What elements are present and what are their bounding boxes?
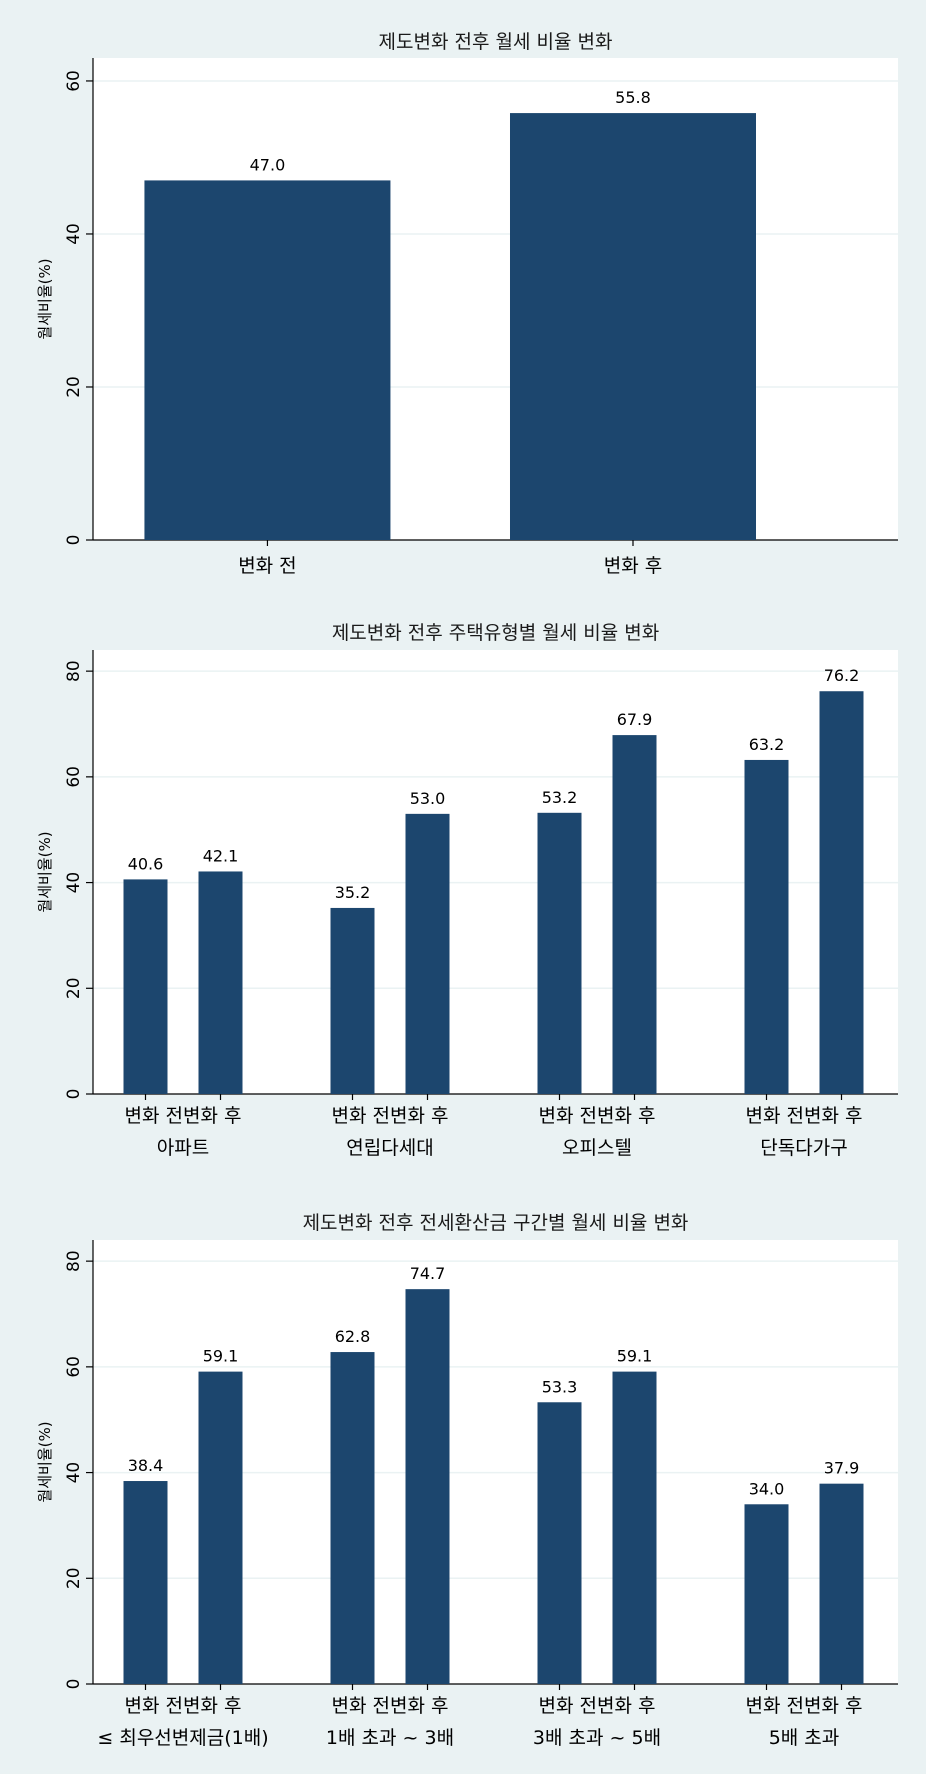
chart-title: 제도변화 전후 전세환산금 구간별 월세 비율 변화 [303, 1212, 689, 1234]
x-tick-label: 변화 후 [183, 1105, 241, 1127]
chart-title: 제도변화 전후 월세 비율 변화 [379, 31, 613, 53]
y-tick-label: 40 [64, 872, 84, 894]
group-label: ≤ 최우선변제금(1배) [97, 1727, 268, 1749]
y-tick-label: 60 [64, 1356, 84, 1378]
bar-value-label: 38.4 [128, 1456, 164, 1475]
y-axis-label: 월세비율(%) [36, 258, 54, 339]
x-tick-label: 변화 전 [539, 1695, 597, 1717]
group-label: 연립다세대 [346, 1137, 433, 1159]
chart-panel-3: 0 20 40 60 80 월세비율(%) 제도변화 전후 전세환산금 구간별 월세 비율 … [36, 1212, 898, 1749]
bar-value-label: 62.8 [335, 1327, 371, 1346]
bar-value-label: 35.2 [335, 883, 371, 902]
bar-value-label: 53.3 [542, 1377, 578, 1396]
y-tick-label: 40 [64, 1462, 84, 1484]
x-tick-label: 변화 전 [746, 1105, 804, 1127]
bar-value-label: 42.1 [203, 846, 239, 865]
x-tick-label: 변화 전 [238, 555, 296, 577]
x-tick-label: 변화 전 [125, 1695, 183, 1717]
x-tick-label: 변화 전 [332, 1695, 390, 1717]
bar-value-label: 37.9 [824, 1459, 860, 1478]
x-tick-label: 변화 후 [804, 1105, 862, 1127]
group-label: 아파트 [157, 1137, 209, 1159]
bar [198, 1371, 243, 1684]
bar-value-label: 40.6 [128, 854, 164, 873]
group-label: 1배 초과 ~ 3배 [326, 1727, 454, 1749]
y-tick-label: 20 [64, 376, 84, 398]
bar-value-label: 67.9 [617, 710, 653, 729]
bar [198, 871, 243, 1094]
bar [509, 113, 756, 540]
x-tick-label: 변화 후 [604, 555, 662, 577]
bar [405, 1289, 450, 1684]
bar-value-label: 76.2 [824, 666, 860, 685]
bar-value-label: 53.0 [410, 789, 446, 808]
bar [330, 1352, 375, 1684]
bar [123, 1481, 168, 1684]
y-axis-label: 월세비율(%) [36, 1421, 54, 1502]
y-tick-label: 60 [64, 766, 84, 788]
bar [612, 1371, 657, 1684]
bar [819, 691, 864, 1094]
y-tick-label: 0 [64, 535, 84, 546]
bar-value-label: 59.1 [203, 1347, 239, 1366]
y-tick-label: 0 [64, 1679, 84, 1690]
bar-value-label: 47.0 [250, 155, 286, 174]
bar [144, 180, 391, 540]
x-tick-label: 변화 후 [597, 1695, 655, 1717]
y-tick-label: 80 [64, 1250, 84, 1272]
chart-panel-1: 0 20 40 60 월세비율(%) 제도변화 전후 월세 비율 변화 47.0 55.8 변화… [36, 31, 898, 577]
bar [819, 1483, 864, 1684]
y-tick-label: 20 [64, 977, 84, 999]
chart-title: 제도변화 전후 주택유형별 월세 비율 변화 [332, 622, 659, 644]
bar-value-label: 34.0 [749, 1479, 785, 1498]
y-tick-label: 0 [64, 1089, 84, 1100]
bar-value-label: 74.7 [410, 1264, 446, 1283]
x-tick-label: 변화 전 [125, 1105, 183, 1127]
bar [123, 879, 168, 1094]
y-tick-label: 80 [64, 660, 84, 682]
group-label: 5배 초과 [769, 1727, 840, 1749]
y-tick-label: 60 [64, 70, 84, 92]
x-tick-label: 변화 후 [390, 1105, 448, 1127]
y-axis-label: 월세비율(%) [36, 831, 54, 912]
bar [744, 1504, 789, 1684]
x-tick-label: 변화 전 [746, 1695, 804, 1717]
bar-value-label: 63.2 [749, 735, 785, 754]
bar-value-label: 55.8 [615, 88, 651, 107]
group-label: 단독다가구 [760, 1137, 847, 1159]
y-tick-label: 20 [64, 1567, 84, 1589]
x-tick-label: 변화 후 [183, 1695, 241, 1717]
x-tick-label: 변화 전 [332, 1105, 390, 1127]
bar [537, 812, 582, 1094]
bar [744, 759, 789, 1094]
group-label: 3배 초과 ~ 5배 [533, 1727, 661, 1749]
x-tick-label: 변화 후 [804, 1695, 862, 1717]
bar-value-label: 59.1 [617, 1347, 653, 1366]
x-tick-label: 변화 후 [597, 1105, 655, 1127]
bar [537, 1402, 582, 1684]
bar [612, 735, 657, 1094]
y-tick-label: 40 [64, 223, 84, 245]
x-tick-label: 변화 전 [539, 1105, 597, 1127]
group-label: 오피스텔 [562, 1137, 632, 1159]
bar-value-label: 53.2 [542, 788, 578, 807]
bar [330, 907, 375, 1094]
x-tick-label: 변화 후 [390, 1695, 448, 1717]
chart-panel-2: 0 20 40 60 80 월세비율(%) 제도변화 전후 주택유형별 월세 비율 변화 40… [36, 622, 898, 1159]
bar [405, 813, 450, 1094]
